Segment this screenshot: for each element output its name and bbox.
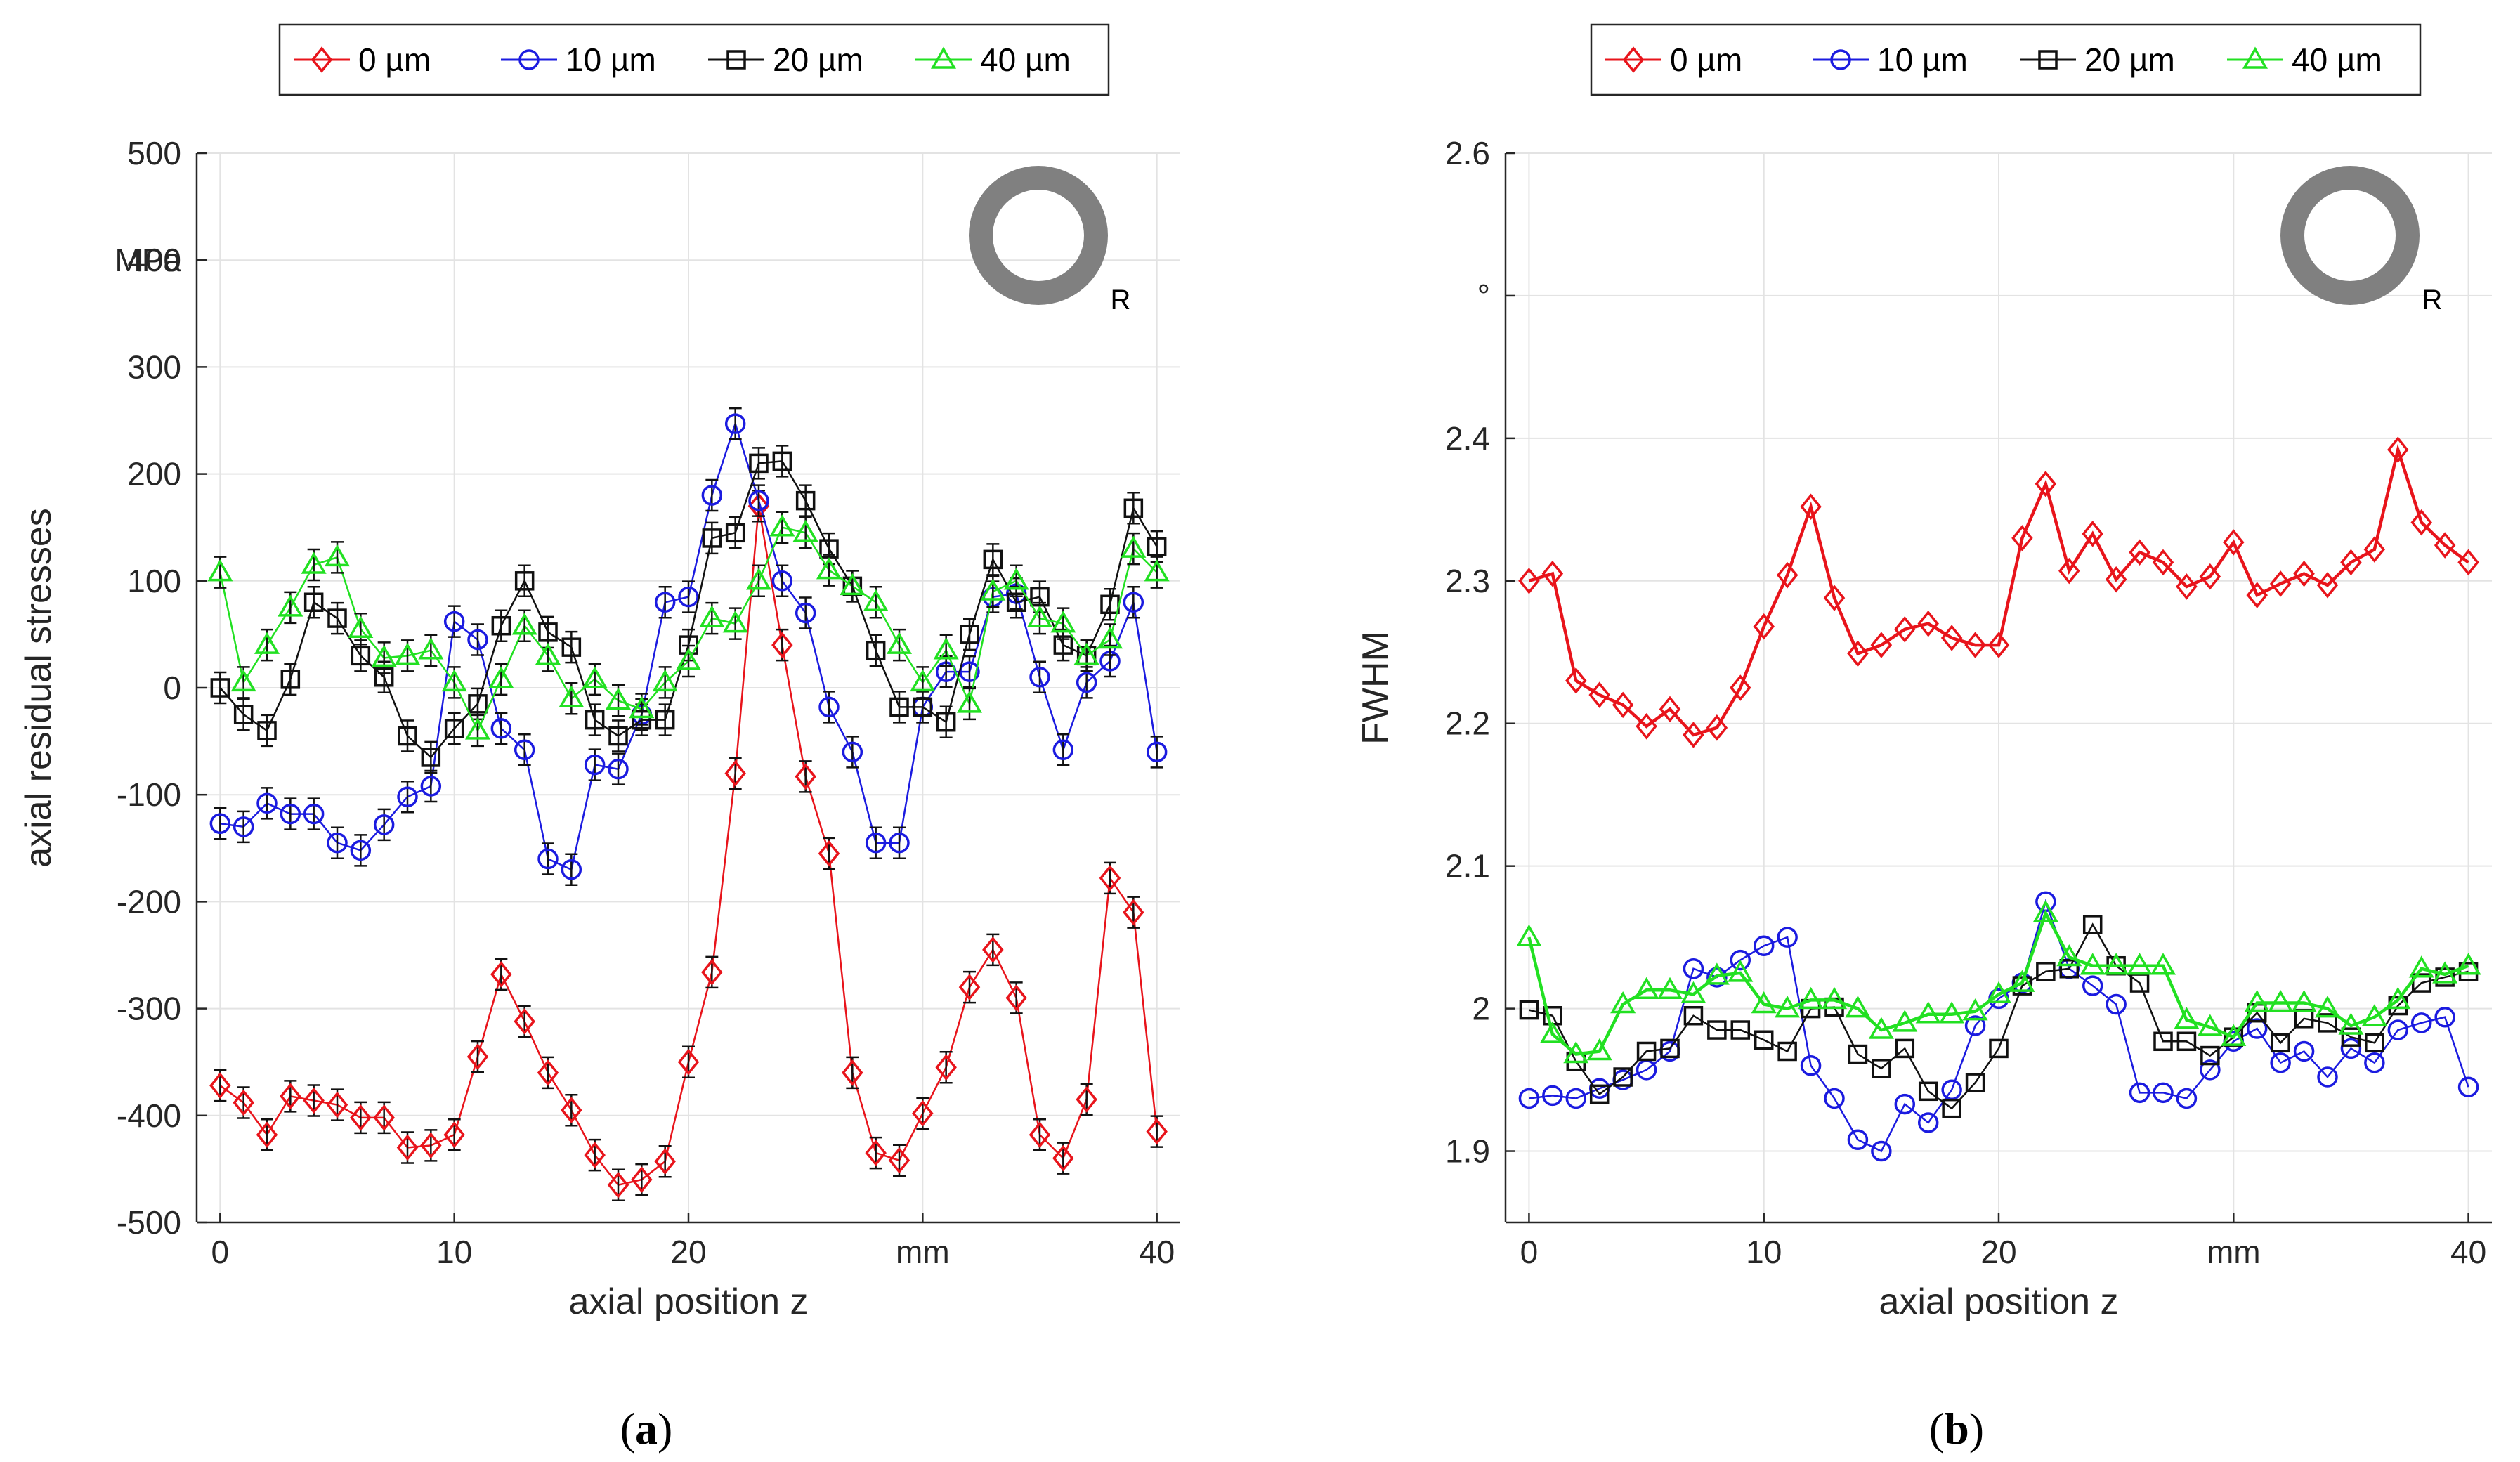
y-tick-label: -500 (117, 1204, 181, 1241)
panel-caption: (b) (1929, 1404, 1984, 1454)
caption-paren: ( (620, 1404, 635, 1454)
legend-entry: 20 µm (773, 41, 863, 78)
panel-caption: (a) (620, 1404, 673, 1454)
caption-letter: b (1944, 1404, 1969, 1454)
x-tick-label: 40 (2450, 1234, 2486, 1270)
y-unit-label: ° (1477, 278, 1490, 314)
legend-entry: 10 µm (1877, 41, 1968, 78)
caption-letter: a (635, 1404, 658, 1454)
y-unit-label: MPa (115, 242, 181, 278)
y-tick-label: 2 (1472, 991, 1490, 1027)
legend-entry: 10 µm (566, 41, 656, 78)
chart-b: 0 10 20 40 mm axial position z 1.9 2 2.1 2.2 2.3 2.… (1355, 25, 2492, 1454)
y-tick-label: 2.6 (1445, 135, 1490, 171)
legend: 0 µm 10 µm 20 µm 40 µm (280, 25, 1109, 95)
ring-label: R (2422, 285, 2443, 315)
y-axis-title: FWHM (1355, 631, 1396, 745)
caption-paren: ( (1929, 1404, 1944, 1454)
legend-entry: 20 µm (2084, 41, 2175, 78)
x-tick-label: 10 (436, 1234, 472, 1270)
legend-entry: 40 µm (980, 41, 1071, 78)
y-axis-title: axial residual stresses (18, 508, 59, 868)
y-tick-label: 2.2 (1445, 705, 1490, 742)
legend-entry: 40 µm (2292, 41, 2382, 78)
x-axis-title: axial position z (1879, 1281, 2118, 1322)
legend-entry: 0 µm (1670, 41, 1742, 78)
x-tick-label: 10 (1746, 1234, 1782, 1270)
y-tick-label: -100 (117, 776, 181, 813)
caption-paren: ) (1969, 1404, 1984, 1454)
x-unit-label: mm (2207, 1234, 2261, 1270)
chart-a: 0 10 20 40 mm axial position z -500 -400 -300 -20… (18, 25, 1180, 1454)
legend-entry: 0 µm (358, 41, 431, 78)
y-tick-label: 2.1 (1445, 848, 1490, 885)
y-tick-label: -300 (117, 991, 181, 1027)
x-tick-label: 40 (1139, 1234, 1175, 1270)
y-tick-label: -200 (117, 883, 181, 920)
x-axis-title: axial position z (568, 1281, 808, 1322)
legend: 0 µm 10 µm 20 µm 40 µm (1591, 25, 2420, 95)
x-tick-label: 0 (211, 1234, 230, 1270)
y-tick-label: 1.9 (1445, 1133, 1490, 1170)
x-tick-label: 20 (670, 1234, 706, 1270)
y-tick-label: 100 (127, 563, 181, 599)
y-tick-label: 0 (163, 670, 181, 706)
figure-canvas: 0 10 20 40mmaxial position z-500-400-300-20… (0, 0, 2520, 1462)
y-tick-label: 200 (127, 456, 181, 492)
y-tick-label: 300 (127, 348, 181, 385)
x-unit-label: mm (896, 1234, 950, 1270)
x-tick-label: 20 (1980, 1234, 2016, 1270)
y-tick-label: -400 (117, 1097, 181, 1134)
y-tick-label: 500 (127, 135, 181, 171)
caption-paren: ) (658, 1404, 672, 1454)
y-tick-label: 2.3 (1445, 563, 1490, 599)
ring-label: R (1111, 285, 1131, 315)
y-tick-label: 2.4 (1445, 420, 1490, 457)
x-tick-label: 0 (1520, 1234, 1539, 1270)
